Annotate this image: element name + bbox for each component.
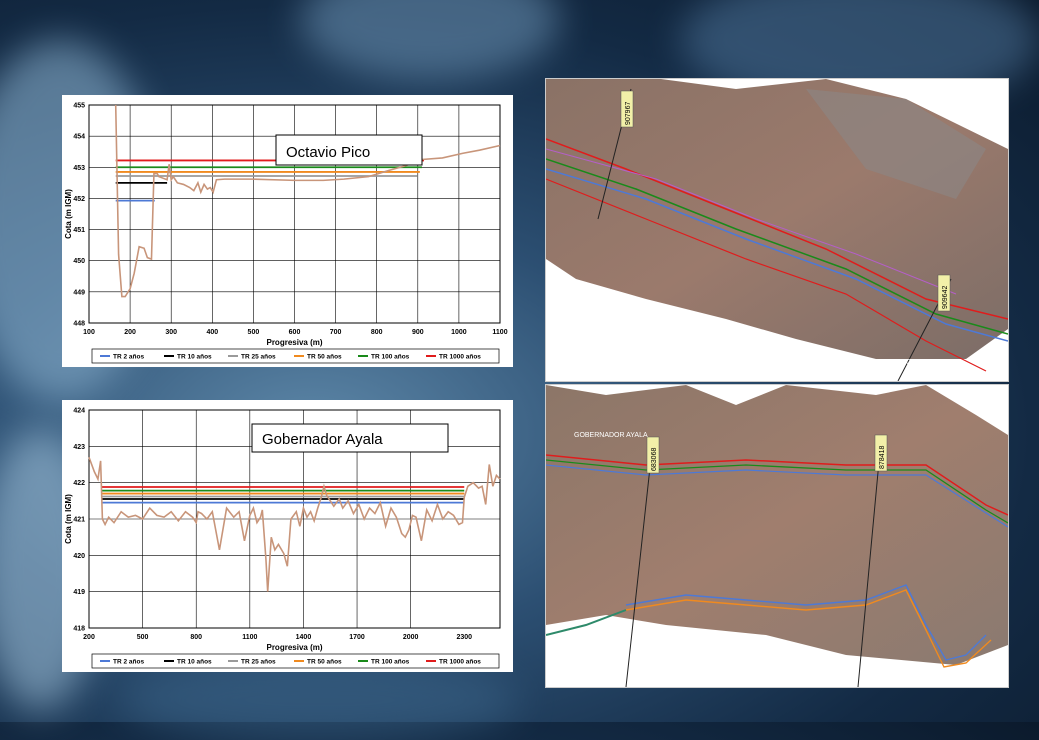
x-tick-label: 200: [83, 634, 95, 641]
map-marker-1: 683068: [651, 448, 658, 471]
x-tick-label: 2300: [456, 634, 472, 641]
chart-title-box: [251, 423, 449, 453]
aerial-map-octavio-pico: 907967 909642 OCTAVIO PICO: [545, 78, 1009, 382]
y-tick-label: 424: [73, 408, 85, 415]
y-tick-label: 421: [73, 517, 85, 524]
y-tick-label: 419: [73, 589, 85, 596]
legend: TR 2 años TR 10 años TR 25 años TR 50 años T…: [91, 653, 500, 669]
chart-title-text: Octavio Pico: [286, 144, 370, 161]
map-label-octavio-pico: OCTAVIO PICO: [881, 359, 931, 366]
map-marker-2: 878418: [879, 446, 886, 469]
legend-item-label: TR 25 años: [241, 659, 276, 666]
y-tick-label: 452: [73, 196, 85, 203]
x-tick-label: 1100: [242, 634, 257, 641]
chart-title-box: [275, 134, 423, 166]
x-tick-label: 800: [190, 634, 202, 641]
legend: TR 2 años TR 10 años TR 25 años TR 50 años T…: [91, 348, 500, 364]
chart-gobernador-ayala: 200 500 800 1100 1400 1700 2000 2300 418 419 420 42…: [64, 408, 501, 669]
legend-item-label: TR 1000 años: [439, 659, 481, 666]
legend-item-label: TR 2 años: [113, 659, 144, 666]
y-tick-label: 418: [73, 626, 85, 633]
x-tick-label: 1700: [349, 634, 365, 641]
legend-item-label: TR 50 años: [307, 659, 342, 666]
y-axis-label: Cota (m IGM): [64, 189, 73, 239]
aerial-map-gobernador-ayala: 683068 878418 GOBERNADOR AYALA: [545, 384, 1009, 688]
y-tick-label: 450: [73, 258, 85, 265]
legend-item-label: TR 10 años: [177, 354, 212, 361]
y-tick-label: 451: [73, 227, 85, 234]
map-label-gobernador-ayala: GOBERNADOR AYALA: [574, 432, 648, 439]
aerial-map-image: 683068 878418 GOBERNADOR AYALA: [546, 385, 1008, 687]
chart-octavio-pico-panel: 100 200 300 400 500 600 700 800 900 1000 1100 448 44…: [62, 95, 513, 367]
y-tick-label: 454: [73, 134, 85, 141]
chart-title: Gobernador Ayala: [251, 423, 449, 453]
x-tick-label: 800: [371, 329, 383, 336]
x-tick-label: 500: [137, 634, 149, 641]
x-tick-label: 1000: [451, 329, 467, 336]
x-tick-label: 200: [124, 329, 136, 336]
x-tick-label: 700: [330, 329, 342, 336]
legend-item-label: TR 10 años: [177, 659, 212, 666]
x-axis-label: Progresiva (m): [266, 338, 322, 347]
x-tick-label: 900: [412, 329, 424, 336]
chart-title-text: Gobernador Ayala: [262, 431, 383, 448]
x-tick-label: 600: [289, 329, 301, 336]
chart-gobernador-ayala-panel: 200 500 800 1100 1400 1700 2000 2300 418 419 420 42…: [62, 400, 513, 672]
legend-item-label: TR 100 años: [371, 354, 410, 361]
x-tick-label: 2000: [403, 634, 419, 641]
y-tick-label: 449: [73, 289, 85, 296]
map-marker-2: 909642: [942, 286, 949, 309]
y-tick-label: 423: [73, 444, 85, 451]
x-tick-label: 400: [206, 329, 218, 336]
x-tick-label: 1400: [296, 634, 312, 641]
chart-title: Octavio Pico: [275, 134, 423, 166]
chart-octavio-pico: 100 200 300 400 500 600 700 800 900 1000 1100 448 44…: [64, 103, 508, 364]
terrain-profile-line: [114, 104, 501, 298]
legend-item-label: TR 25 años: [241, 354, 276, 361]
legend-item-label: TR 100 años: [371, 659, 410, 666]
x-tick-label: 1100: [492, 329, 507, 336]
y-axis-label: Cota (m IGM): [64, 494, 73, 544]
legend-item-label: TR 50 años: [307, 354, 342, 361]
map-marker-1: 907967: [625, 102, 632, 125]
y-tick-label: 455: [73, 103, 85, 110]
x-tick-label: 500: [248, 329, 260, 336]
aerial-map-image: 907967 909642 OCTAVIO PICO: [546, 79, 1008, 381]
legend-item-label: TR 1000 años: [439, 354, 481, 361]
x-tick-label: 100: [83, 329, 95, 336]
x-axis-label: Progresiva (m): [266, 643, 322, 652]
y-tick-label: 453: [73, 165, 85, 172]
y-tick-label: 420: [73, 553, 85, 560]
legend-item-label: TR 2 años: [113, 354, 144, 361]
terrain-profile-line: [88, 456, 501, 592]
x-tick-label: 300: [165, 329, 177, 336]
y-tick-label: 448: [73, 321, 85, 328]
y-tick-label: 422: [73, 480, 85, 487]
